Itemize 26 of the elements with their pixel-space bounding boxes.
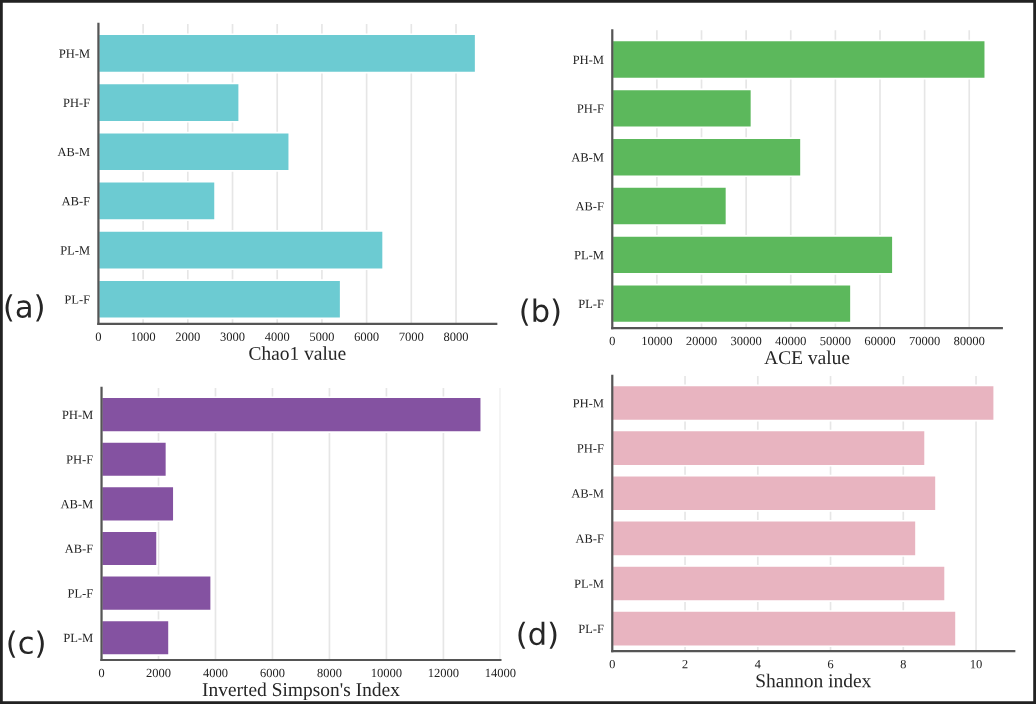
bar [612,186,728,226]
bar [612,39,987,80]
bar [98,33,477,74]
bar [101,619,170,656]
x-axis-title: ACE value [764,350,850,365]
bar [101,574,213,612]
bar [612,88,753,129]
bar [101,441,168,478]
bar [101,485,175,523]
bar [612,283,852,324]
x-axis-title: Inverted Simpson's Index [202,682,400,701]
text: (d) [518,621,557,649]
bar [101,530,158,567]
bar [98,279,342,320]
text: (c) [8,630,44,658]
text: (a) [5,294,43,322]
bar [98,180,216,221]
text: (b) [521,298,560,326]
bar [101,396,483,433]
bar [98,230,384,271]
bar [98,82,241,123]
bar [612,137,802,178]
x-axis-title: Shannon index [756,673,872,688]
bar [612,234,894,275]
bar [98,131,291,172]
x-axis-title: Chao1 value [249,346,346,360]
